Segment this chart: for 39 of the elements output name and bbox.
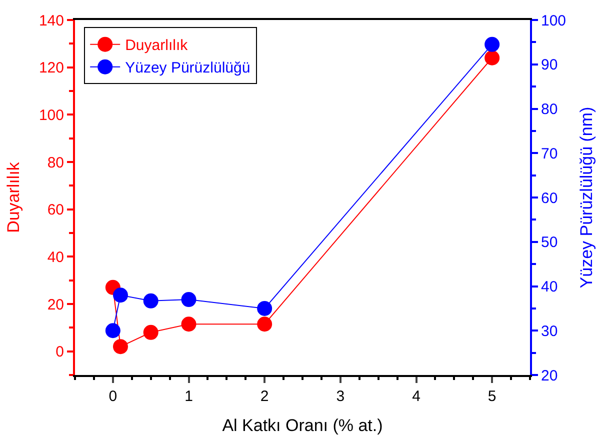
y2-tick-label: 20	[541, 367, 558, 384]
y2-tick-label: 80	[541, 101, 558, 118]
x-tick-label: 0	[108, 388, 118, 405]
legend-label: Yüzey Pürüzlülüğü	[125, 60, 250, 77]
y2-tick-label: 40	[541, 278, 558, 296]
point	[257, 300, 272, 316]
y2-tick-label: 50	[541, 234, 558, 252]
x-tick-label: 3	[336, 388, 345, 405]
y-tick-label: 120	[38, 60, 64, 77]
x-axis-title: Al Katkı Oranı (% at.)	[222, 416, 383, 435]
point	[181, 292, 196, 308]
y-tick-label: 0	[56, 344, 64, 361]
y2-tick-label: 60	[541, 190, 558, 207]
legend-label: Duyarlılık	[125, 37, 188, 54]
y-axis-title: Duyarlılık	[4, 162, 24, 233]
y-tick-label: 40	[47, 248, 64, 266]
point	[113, 288, 128, 303]
x-tick-label: 5	[488, 388, 496, 405]
y2-tick-label: 100	[541, 12, 566, 30]
y-tick-label: 60	[47, 202, 64, 219]
point	[484, 36, 500, 52]
point	[105, 323, 120, 338]
y-tick-label: 20	[47, 296, 64, 314]
point	[113, 339, 128, 354]
y-tick-label: 100	[38, 106, 64, 124]
y-tick-label: 140	[38, 12, 64, 30]
x-tick-label: 2	[260, 388, 269, 405]
y2-tick-label: 90	[541, 56, 558, 74]
x-tick-label: 4	[412, 388, 420, 405]
y2-tick-label: 30	[541, 322, 558, 340]
point	[257, 316, 272, 332]
point	[143, 293, 158, 308]
y2-tick-label: 70	[541, 145, 558, 162]
point	[484, 50, 500, 66]
y2-axis-title: Yüzey Pürüzlülüğü (nm)	[576, 106, 596, 288]
point	[181, 316, 196, 332]
point	[143, 324, 158, 340]
y-tick-label: 80	[47, 154, 64, 172]
x-tick-label: 1	[184, 388, 193, 405]
